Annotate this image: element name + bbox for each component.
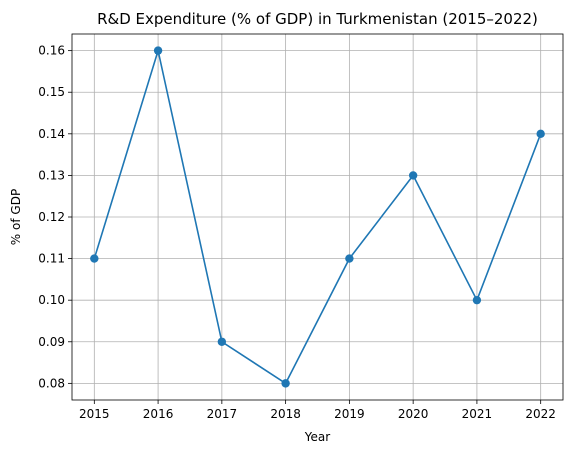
x-tick-label: 2018 xyxy=(270,407,301,421)
y-axis-ticks: 0.08 0.09 0.10 0.11 0.12 0.13 0.14 0.15 0.16 xyxy=(38,44,72,390)
x-tick-label: 2017 xyxy=(207,407,238,421)
data-point xyxy=(345,254,354,263)
x-tick-label: 2016 xyxy=(143,407,174,421)
y-tick-label: 0.11 xyxy=(38,252,65,266)
chart-title: R&D Expenditure (% of GDP) in Turkmenist… xyxy=(97,10,538,28)
y-tick-label: 0.14 xyxy=(38,127,65,141)
y-tick-label: 0.16 xyxy=(38,44,65,58)
data-point xyxy=(408,171,418,180)
grid-lines xyxy=(72,34,563,400)
y-axis-label: % of GDP xyxy=(9,189,23,245)
data-point xyxy=(153,46,163,55)
x-axis-ticks: 2015 2016 2017 2018 2019 2020 2021 2022 xyxy=(79,400,556,421)
x-tick-label: 2021 xyxy=(462,407,493,421)
data-point xyxy=(472,295,482,305)
data-markers xyxy=(90,46,545,388)
data-point xyxy=(281,379,290,388)
y-tick-label: 0.09 xyxy=(38,335,65,349)
y-tick-label: 0.08 xyxy=(38,376,65,390)
data-point xyxy=(217,337,227,346)
series-polyline xyxy=(93,47,542,385)
data-point xyxy=(536,129,545,139)
x-tick-label: 2020 xyxy=(398,407,429,421)
x-tick-label: 2022 xyxy=(525,407,556,421)
y-tick-label: 0.10 xyxy=(38,293,65,307)
x-axis-label: Year xyxy=(304,430,330,444)
x-tick-label: 2015 xyxy=(79,407,110,421)
data-point xyxy=(90,254,99,263)
series-line xyxy=(93,47,542,385)
y-tick-label: 0.13 xyxy=(38,168,65,182)
x-tick-label: 2019 xyxy=(334,407,365,421)
y-tick-label: 0.15 xyxy=(38,85,65,99)
y-tick-label: 0.12 xyxy=(38,210,65,224)
